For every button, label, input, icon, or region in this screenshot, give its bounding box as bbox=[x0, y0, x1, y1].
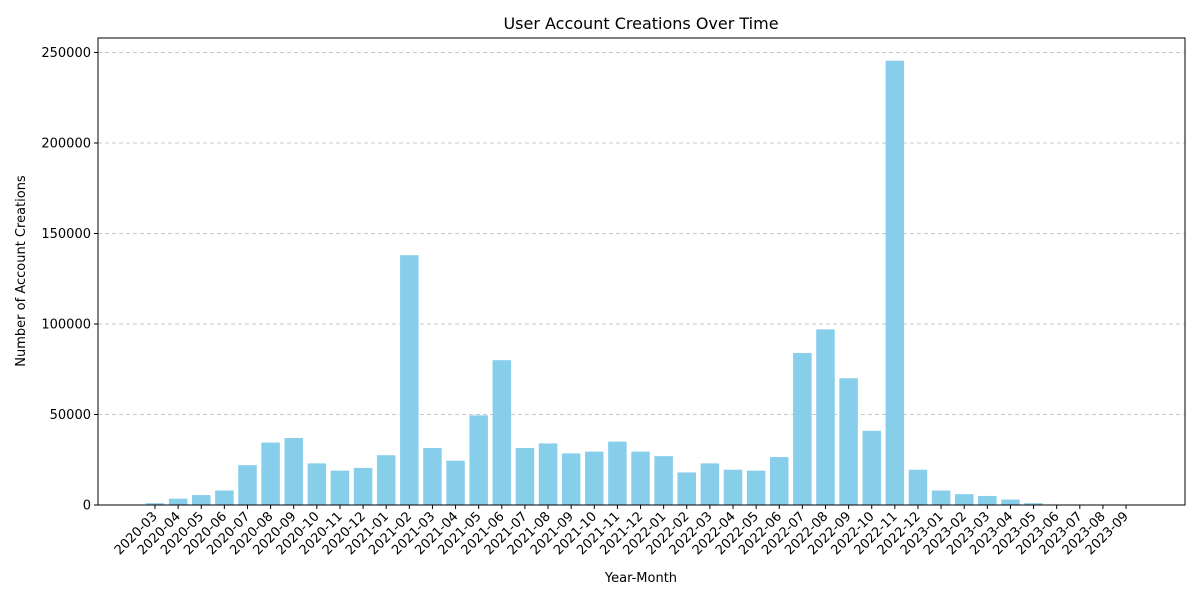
bar-2021-10 bbox=[585, 451, 604, 505]
bar-2022-03 bbox=[700, 463, 720, 505]
bar-2022-02 bbox=[677, 472, 697, 505]
bar-2021-07 bbox=[515, 447, 535, 505]
bars bbox=[145, 60, 1136, 505]
bar-2020-04 bbox=[168, 498, 188, 505]
bar-2022-01 bbox=[654, 456, 673, 505]
bar-2023-05 bbox=[1024, 503, 1043, 505]
chart-title: User Account Creations Over Time bbox=[503, 14, 778, 33]
bar-2021-04 bbox=[446, 460, 465, 505]
y-tick-label: 200000 bbox=[41, 136, 91, 151]
y-tick-label: 250000 bbox=[41, 46, 91, 61]
bar-2020-11 bbox=[330, 470, 350, 505]
y-axis-label: Number of Account Creations bbox=[14, 175, 29, 367]
bar-2022-07 bbox=[793, 352, 812, 505]
bar-2020-12 bbox=[353, 467, 373, 505]
bar-2020-10 bbox=[307, 463, 327, 505]
y-tick-label: 0 bbox=[83, 499, 91, 514]
bar-2022-06 bbox=[769, 457, 789, 505]
bar-2022-08 bbox=[816, 329, 835, 505]
bar-2020-05 bbox=[191, 495, 211, 505]
y-tick-label: 150000 bbox=[41, 227, 91, 242]
bar-2023-04 bbox=[1001, 499, 1020, 505]
bar-2022-04 bbox=[723, 469, 743, 505]
bar-2021-03 bbox=[423, 447, 442, 505]
x-axis-ticks: 2020-032020-042020-052020-062020-072020-… bbox=[112, 505, 1132, 558]
bar-2020-06 bbox=[215, 490, 234, 505]
bar-2021-02 bbox=[400, 255, 419, 505]
bar-2020-03 bbox=[145, 503, 165, 505]
bar-2020-09 bbox=[284, 438, 303, 505]
bar-2023-01 bbox=[931, 490, 951, 505]
y-tick-label: 50000 bbox=[50, 408, 91, 423]
bar-2022-12 bbox=[908, 469, 928, 505]
bar-2021-11 bbox=[608, 441, 627, 505]
bar-2022-09 bbox=[839, 378, 858, 505]
bar-2021-08 bbox=[538, 443, 558, 505]
bar-2023-02 bbox=[954, 494, 974, 505]
x-axis-label: Year-Month bbox=[604, 571, 677, 586]
bar-2021-09 bbox=[561, 453, 581, 505]
bar-2022-11 bbox=[885, 60, 905, 505]
bar-2021-12 bbox=[631, 451, 650, 505]
bar-2020-07 bbox=[238, 465, 257, 505]
y-tick-label: 100000 bbox=[41, 317, 91, 332]
bar-2022-05 bbox=[746, 470, 766, 505]
gridlines bbox=[98, 51, 1185, 415]
bar-2023-03 bbox=[978, 495, 997, 505]
plot-frame bbox=[97, 37, 1186, 506]
bar-2021-05 bbox=[469, 415, 488, 505]
bar-2022-10 bbox=[862, 430, 881, 505]
y-axis-ticks: 0 50000 100000 150000 200000 250000 bbox=[41, 46, 98, 514]
bar-2021-06 bbox=[492, 360, 512, 505]
bar-2021-01 bbox=[376, 455, 396, 505]
bar-2020-08 bbox=[261, 442, 280, 505]
